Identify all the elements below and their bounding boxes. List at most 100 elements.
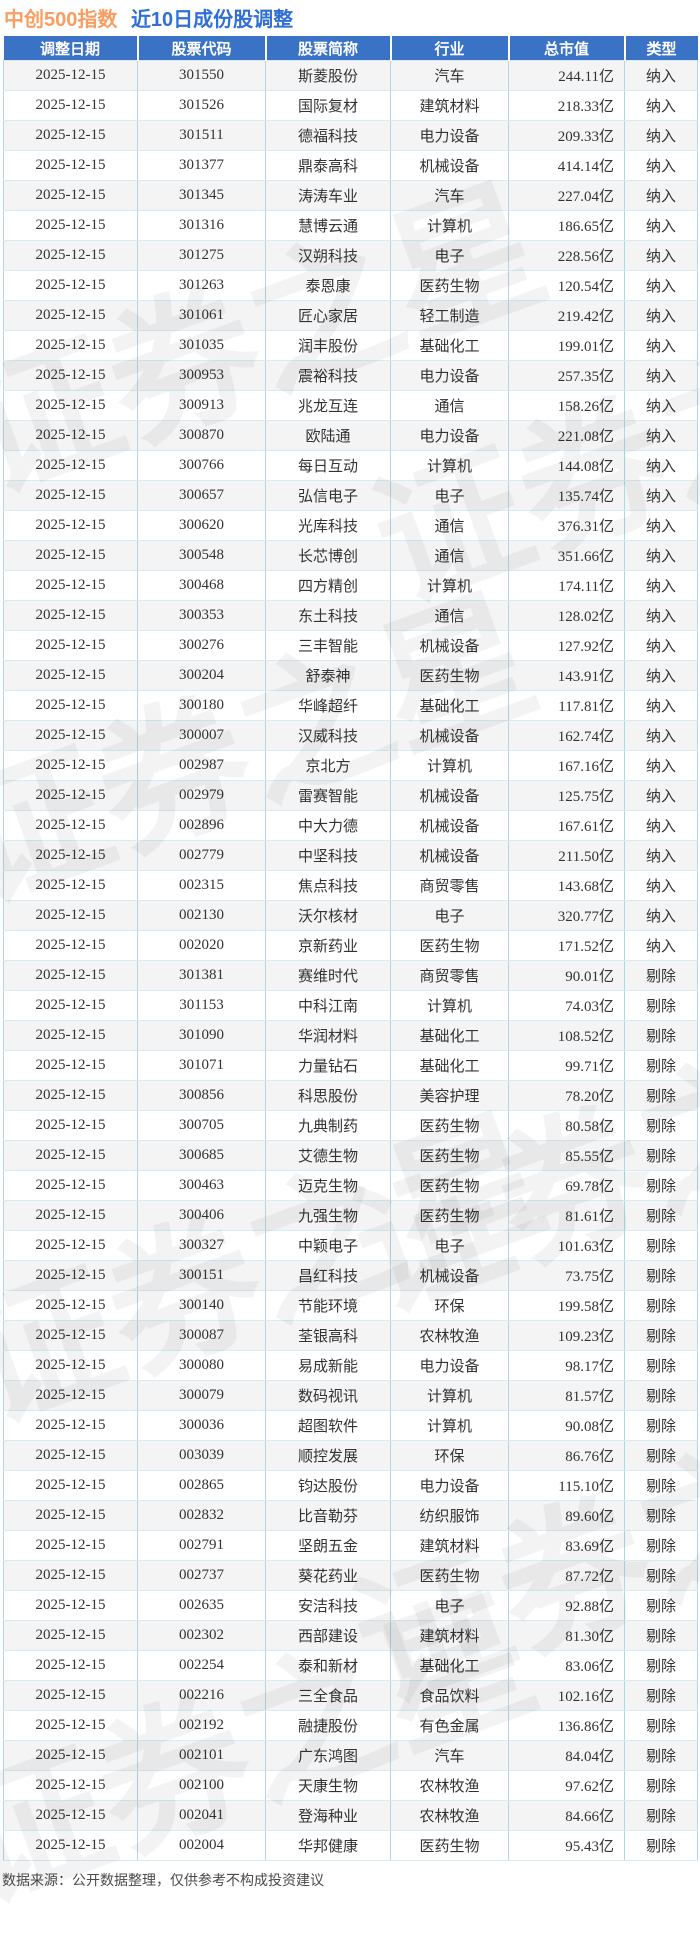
cell-code: 301275: [137, 240, 266, 271]
cell-code: 002101: [137, 1740, 266, 1771]
cell-market-cap: 85.55亿: [508, 1140, 625, 1171]
cell-market-cap: 244.11亿: [508, 60, 625, 91]
cell-date: 2025-12-15: [3, 870, 138, 901]
cell-industry: 建筑材料: [390, 1620, 509, 1651]
table-row: 2025-12-15 301381 赛维时代 商贸零售 90.01亿 剔除: [3, 960, 698, 991]
cell-code: 300406: [137, 1200, 266, 1231]
table-row: 2025-12-15 301090 华润材料 基础化工 108.52亿 剔除: [3, 1020, 698, 1051]
column-header: 行业: [389, 36, 509, 61]
cell-market-cap: 97.62亿: [508, 1770, 625, 1801]
table-row: 2025-12-15 300087 荃银高科 农林牧渔 109.23亿 剔除: [3, 1320, 698, 1351]
cell-date: 2025-12-15: [3, 1560, 138, 1591]
cell-industry: 机械设备: [390, 720, 509, 751]
cell-date: 2025-12-15: [3, 1410, 138, 1441]
cell-date: 2025-12-15: [3, 1770, 138, 1801]
cell-name: 泰和新材: [265, 1650, 391, 1681]
cell-name: 科思股份: [265, 1080, 391, 1111]
cell-type: 纳入: [624, 180, 698, 211]
table-row: 2025-12-15 300620 光库科技 通信 376.31亿 纳入: [3, 510, 698, 541]
cell-type: 剔除: [624, 1710, 698, 1741]
table-row: 2025-12-15 002315 焦点科技 商贸零售 143.68亿 纳入: [3, 870, 698, 901]
cell-market-cap: 320.77亿: [508, 900, 625, 931]
table-row: 2025-12-15 301263 泰恩康 医药生物 120.54亿 纳入: [3, 270, 698, 301]
cell-industry: 通信: [390, 600, 509, 631]
cell-industry: 通信: [390, 510, 509, 541]
cell-industry: 医药生物: [390, 1140, 509, 1171]
cell-name: 长芯博创: [265, 540, 391, 571]
cell-name: 华润材料: [265, 1020, 391, 1051]
adjustments-table: 调整日期 股票代码 股票简称 行业 总市值 类型 2025-12-15 301550 斯菱股份…: [3, 36, 698, 1861]
cell-market-cap: 351.66亿: [508, 540, 625, 571]
cell-date: 2025-12-15: [3, 1830, 138, 1861]
cell-name: 慧博云通: [265, 210, 391, 241]
cell-industry: 食品饮料: [390, 1680, 509, 1711]
cell-industry: 基础化工: [390, 690, 509, 721]
cell-code: 002987: [137, 750, 266, 781]
cell-code: 300204: [137, 660, 266, 691]
cell-type: 纳入: [624, 360, 698, 391]
cell-market-cap: 95.43亿: [508, 1830, 625, 1861]
table-row: 2025-12-15 002737 葵花药业 医药生物 87.72亿 剔除: [3, 1560, 698, 1591]
cell-name: 登海种业: [265, 1800, 391, 1831]
cell-type: 剔除: [624, 1080, 698, 1111]
cell-industry: 基础化工: [390, 1650, 509, 1681]
cell-market-cap: 144.08亿: [508, 450, 625, 481]
cell-date: 2025-12-15: [3, 1110, 138, 1141]
cell-industry: 计算机: [390, 450, 509, 481]
cell-date: 2025-12-15: [3, 1170, 138, 1201]
cell-industry: 电力设备: [390, 360, 509, 391]
cell-market-cap: 136.86亿: [508, 1710, 625, 1741]
cell-industry: 机械设备: [390, 1260, 509, 1291]
table-row: 2025-12-15 003039 顺控发展 环保 86.76亿 剔除: [3, 1440, 698, 1471]
cell-date: 2025-12-15: [3, 270, 138, 301]
table-row: 2025-12-15 002865 钧达股份 电力设备 115.10亿 剔除: [3, 1470, 698, 1501]
cell-code: 301061: [137, 300, 266, 331]
cell-industry: 轻工制造: [390, 300, 509, 331]
cell-code: 301377: [137, 150, 266, 181]
cell-market-cap: 219.42亿: [508, 300, 625, 331]
cell-code: 002832: [137, 1500, 266, 1531]
cell-industry: 商贸零售: [390, 960, 509, 991]
cell-industry: 通信: [390, 390, 509, 421]
table-row: 2025-12-15 300080 易成新能 电力设备 98.17亿 剔除: [3, 1350, 698, 1381]
cell-industry: 农林牧渔: [390, 1770, 509, 1801]
cell-market-cap: 101.63亿: [508, 1230, 625, 1261]
cell-code: 300953: [137, 360, 266, 391]
table-row: 2025-12-15 300151 昌红科技 机械设备 73.75亿 剔除: [3, 1260, 698, 1291]
cell-code: 300620: [137, 510, 266, 541]
cell-name: 葵花药业: [265, 1560, 391, 1591]
cell-name: 焦点科技: [265, 870, 391, 901]
cell-type: 剔除: [624, 990, 698, 1021]
cell-type: 纳入: [624, 60, 698, 91]
cell-market-cap: 81.30亿: [508, 1620, 625, 1651]
cell-code: 002041: [137, 1800, 266, 1831]
cell-name: 安洁科技: [265, 1590, 391, 1621]
cell-date: 2025-12-15: [3, 1200, 138, 1231]
cell-type: 纳入: [624, 420, 698, 451]
cell-type: 剔除: [624, 1260, 698, 1291]
cell-date: 2025-12-15: [3, 1620, 138, 1651]
table-row: 2025-12-15 300204 舒泰神 医药生物 143.91亿 纳入: [3, 660, 698, 691]
cell-name: 天康生物: [265, 1770, 391, 1801]
cell-code: 301153: [137, 990, 266, 1021]
cell-market-cap: 69.78亿: [508, 1170, 625, 1201]
cell-industry: 计算机: [390, 750, 509, 781]
cell-name: 四方精创: [265, 570, 391, 601]
cell-code: 002865: [137, 1470, 266, 1501]
cell-industry: 电力设备: [390, 1350, 509, 1381]
cell-name: 中坚科技: [265, 840, 391, 871]
cell-code: 002791: [137, 1530, 266, 1561]
cell-name: 震裕科技: [265, 360, 391, 391]
cell-date: 2025-12-15: [3, 1080, 138, 1111]
cell-industry: 计算机: [390, 570, 509, 601]
cell-market-cap: 92.88亿: [508, 1590, 625, 1621]
table-row: 2025-12-15 002254 泰和新材 基础化工 83.06亿 剔除: [3, 1650, 698, 1681]
cell-code: 003039: [137, 1440, 266, 1471]
cell-market-cap: 127.92亿: [508, 630, 625, 661]
cell-code: 300463: [137, 1170, 266, 1201]
table-row: 2025-12-15 002302 西部建设 建筑材料 81.30亿 剔除: [3, 1620, 698, 1651]
cell-industry: 电力设备: [390, 1470, 509, 1501]
cell-date: 2025-12-15: [3, 780, 138, 811]
cell-code: 301090: [137, 1020, 266, 1051]
cell-date: 2025-12-15: [3, 120, 138, 151]
